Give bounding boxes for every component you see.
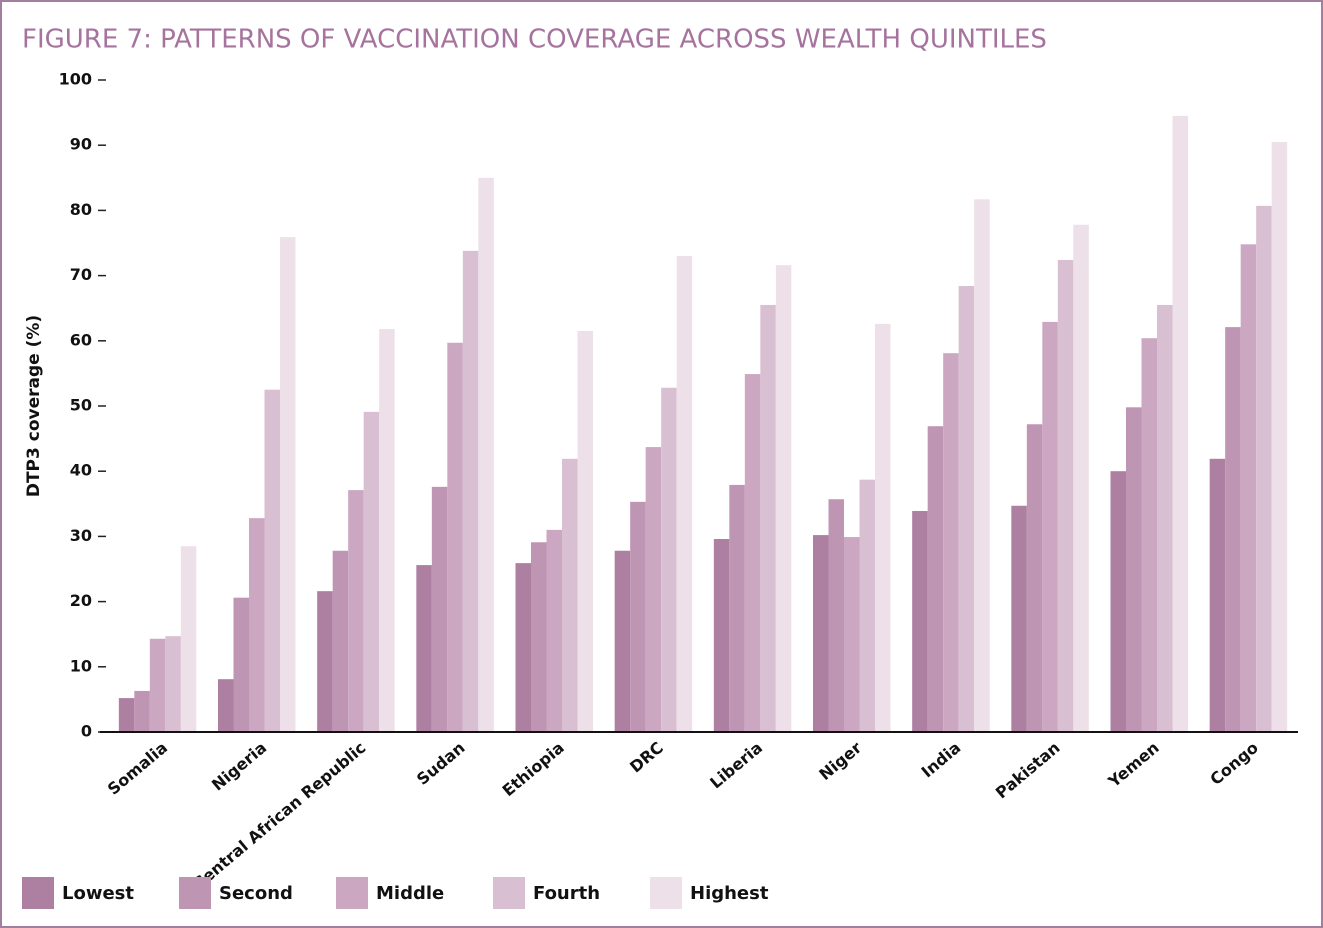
bar <box>165 636 181 732</box>
x-tick-label: Niger <box>815 738 865 784</box>
bar <box>577 331 593 732</box>
y-tick-label: 50 <box>70 396 92 415</box>
bar <box>149 638 166 732</box>
y-tick-label: 70 <box>70 265 92 284</box>
bar <box>280 237 296 732</box>
legend-label: Middle <box>376 883 444 904</box>
y-axis-label: DTP3 coverage (%) <box>24 315 44 497</box>
bar <box>1011 505 1027 732</box>
bar <box>645 447 662 732</box>
bar <box>912 510 928 732</box>
bar <box>676 256 693 732</box>
legend-swatch <box>650 877 682 909</box>
bar <box>431 486 448 732</box>
bar <box>218 679 234 732</box>
bar <box>1225 327 1241 732</box>
y-tick-label: 90 <box>70 135 92 154</box>
bar <box>859 479 875 732</box>
bar <box>379 329 395 732</box>
legend-label: Lowest <box>62 883 134 904</box>
bar <box>249 518 265 732</box>
x-tick-label: Liberia <box>706 738 766 793</box>
x-tick-label: DRC <box>626 738 667 777</box>
bar <box>744 374 761 732</box>
bar <box>134 690 150 732</box>
bar <box>264 389 280 732</box>
bar <box>1172 115 1188 733</box>
y-tick-label: 100 <box>59 70 92 89</box>
bar <box>1026 424 1043 732</box>
legend-swatch <box>22 877 54 909</box>
bar <box>233 597 249 732</box>
x-tick-label: India <box>918 738 965 782</box>
bar <box>943 353 959 732</box>
y-tick-label: 80 <box>70 200 92 219</box>
bar <box>1256 205 1272 732</box>
bar <box>1141 338 1157 732</box>
bar <box>958 286 975 732</box>
bar <box>630 501 646 732</box>
x-tick-label: Pakistan <box>992 738 1064 802</box>
bar <box>927 426 944 732</box>
x-tick-label: Nigeria <box>208 738 270 795</box>
y-tick-label: 10 <box>70 656 92 675</box>
x-tick-label: Ethiopia <box>499 738 568 800</box>
bar <box>416 565 432 732</box>
bar <box>1073 224 1089 732</box>
bar <box>562 458 578 732</box>
bar <box>118 698 135 732</box>
x-tick-label: Sudan <box>413 738 469 789</box>
bar <box>180 546 197 732</box>
bar <box>478 177 494 733</box>
y-tick-label: 60 <box>70 330 92 349</box>
bar <box>775 265 792 732</box>
bar <box>1157 304 1173 732</box>
x-tick-label: Congo <box>1206 738 1262 789</box>
bar <box>661 387 677 732</box>
bar <box>828 499 844 732</box>
x-tick-label: Central African Republic <box>189 738 369 893</box>
bar <box>363 411 380 732</box>
bar <box>1057 259 1074 732</box>
bar <box>1209 458 1226 732</box>
bar <box>875 323 891 732</box>
bar <box>515 563 531 732</box>
bar <box>813 535 829 732</box>
bar <box>1240 244 1257 732</box>
bar <box>348 490 364 732</box>
bar <box>760 304 776 732</box>
legend-swatch <box>336 877 368 909</box>
bar <box>447 342 463 732</box>
y-tick-label: 20 <box>70 591 92 610</box>
legend-label: Second <box>219 883 293 904</box>
y-tick-label: 0 <box>81 722 92 741</box>
legend-label: Fourth <box>533 883 600 904</box>
bar <box>1110 471 1126 732</box>
legend-swatch <box>179 877 211 909</box>
bar <box>1042 321 1058 732</box>
bar <box>614 550 631 732</box>
y-tick-label: 40 <box>70 461 92 480</box>
legend-swatch <box>493 877 525 909</box>
bar <box>531 542 547 732</box>
x-tick-label: Yemen <box>1104 738 1163 792</box>
bar <box>1271 141 1288 732</box>
bar <box>1126 407 1142 732</box>
chart-title: FIGURE 7: PATTERNS OF VACCINATION COVERA… <box>22 25 1047 55</box>
bar <box>462 250 479 732</box>
legend-label: Highest <box>690 883 769 904</box>
bar <box>974 199 990 733</box>
bar <box>729 484 745 732</box>
x-tick-label: Somalia <box>104 738 171 799</box>
y-tick-label: 30 <box>70 526 92 545</box>
bar <box>844 537 860 732</box>
bar <box>713 539 730 732</box>
bar <box>546 529 562 732</box>
bar <box>332 550 349 732</box>
bar <box>317 591 333 732</box>
